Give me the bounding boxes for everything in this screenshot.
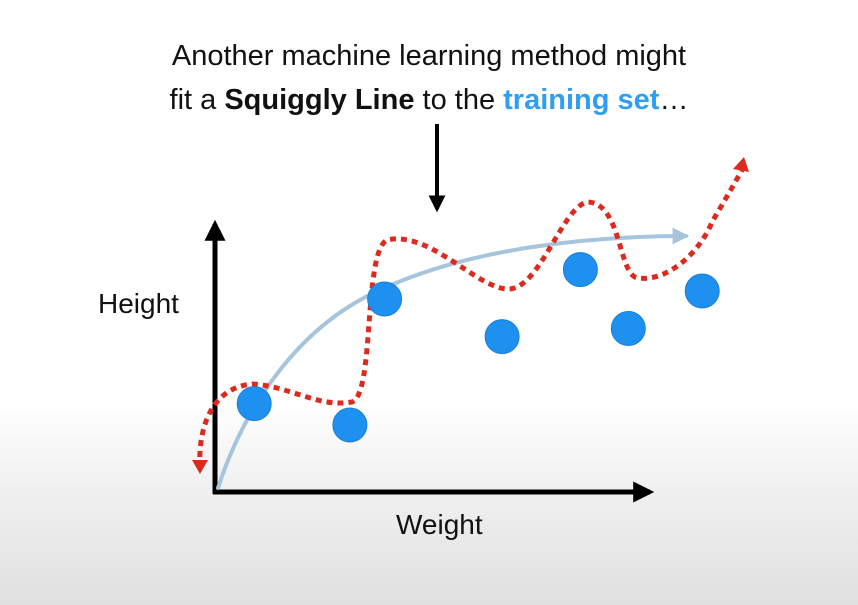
training-point-6 [610, 311, 646, 346]
training-point-4 [484, 319, 520, 355]
caption-line-2: fit a Squiggly Line to the training set… [0, 86, 858, 115]
training-point-7 [684, 273, 720, 309]
squiggly-line [197, 168, 745, 469]
x-axis-label: Weight [396, 509, 483, 540]
training-point-5 [562, 252, 598, 288]
y-axis-label: Height [98, 288, 179, 319]
smooth-trend-curve [216, 227, 690, 490]
training-points [236, 252, 720, 443]
axes [204, 219, 655, 503]
caption-training-set-term: training set [503, 84, 660, 116]
caption-line-1: Another machine learning method might [171, 40, 687, 72]
caption-ellipsis: … [659, 84, 689, 116]
training-point-2 [332, 407, 368, 443]
squiggly-arrowhead-right [733, 157, 749, 172]
caption-squiggly-line-term: Squiggly Line [224, 84, 415, 116]
training-point-3 [367, 281, 403, 317]
squiggly-arrowhead-left [192, 460, 208, 474]
caption-text-start: fit a [169, 84, 225, 116]
caption-text-middle: to the [414, 84, 504, 116]
training-point-1 [236, 386, 272, 422]
